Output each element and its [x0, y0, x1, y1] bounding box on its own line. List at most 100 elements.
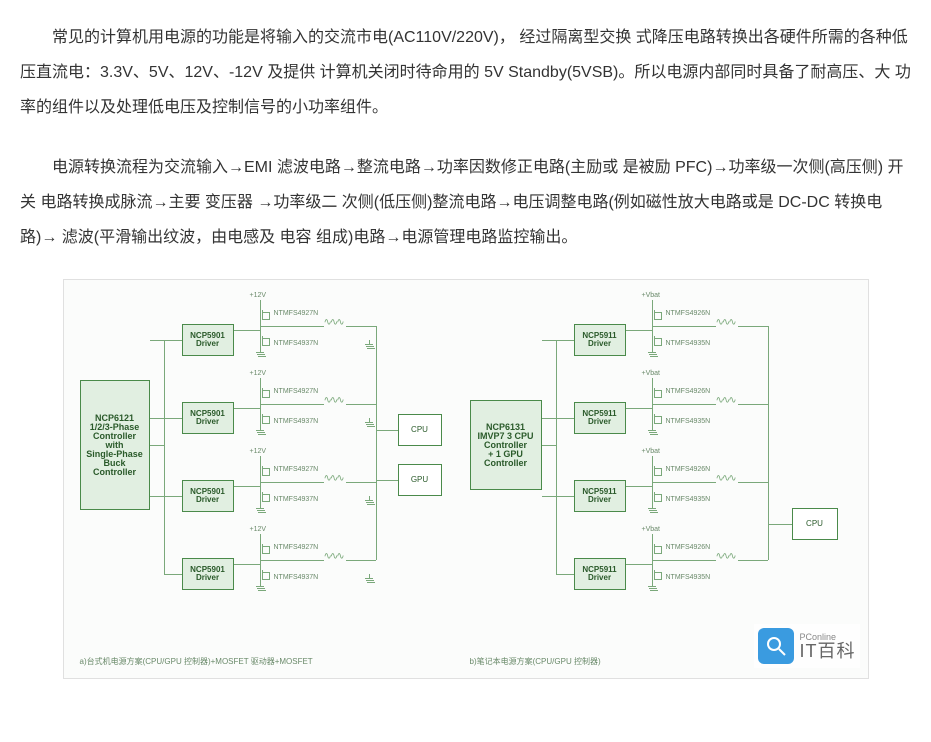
line	[738, 560, 768, 561]
ground-icon	[647, 582, 657, 590]
right-supply-3: +Vbat	[642, 448, 661, 455]
left-mosfet-top-2: NTMFS4927N	[274, 388, 319, 395]
left-main-controller: NCP6121 1/2/3-Phase Controller with Sing…	[80, 380, 150, 510]
line	[652, 326, 716, 327]
line	[626, 564, 652, 565]
logo-watermark: PConline IT百科	[754, 624, 860, 668]
left-mosfet-bot-1: NTMFS4937N	[274, 340, 319, 347]
line	[346, 326, 376, 327]
left-driver-2: NCP5901 Driver	[182, 402, 234, 434]
ground-icon	[647, 426, 657, 434]
inductor-icon	[716, 400, 740, 408]
right-mosfet-bot-3: NTMFS4935N	[666, 496, 711, 503]
right-mosfet-bot-2: NTMFS4935N	[666, 418, 711, 425]
ground-icon	[364, 340, 374, 348]
left-supply-4: +12V	[250, 526, 267, 533]
ground-icon	[255, 426, 265, 434]
inductor-icon	[324, 556, 348, 564]
line	[556, 574, 574, 575]
right-mosfet-top-2: NTMFS4926N	[666, 388, 711, 395]
mosfet-icon	[652, 466, 662, 476]
logo-title: IT百科	[800, 642, 856, 660]
inductor-icon	[324, 322, 348, 330]
search-icon	[758, 628, 794, 664]
ground-icon	[364, 574, 374, 582]
line	[626, 330, 652, 331]
line	[768, 524, 792, 525]
line	[150, 496, 182, 497]
line	[738, 326, 768, 327]
power-controller-block-diagram: NCP6121 1/2/3-Phase Controller with Sing…	[63, 279, 869, 679]
right-caption: b)笔记本电源方案(CPU/GPU 控制器)	[470, 658, 601, 666]
line	[234, 486, 260, 487]
right-driver-2: NCP5911 Driver	[574, 402, 626, 434]
mosfet-icon	[652, 492, 662, 502]
ground-icon	[647, 348, 657, 356]
mosfet-icon	[260, 570, 270, 580]
ground-icon	[255, 504, 265, 512]
left-output-gpu: GPU	[398, 464, 442, 496]
line	[738, 482, 768, 483]
left-supply-1: +12V	[250, 292, 267, 299]
line	[260, 482, 324, 483]
line	[234, 330, 260, 331]
left-output-cpu: CPU	[398, 414, 442, 446]
line	[346, 482, 376, 483]
left-mosfet-bot-3: NTMFS4937N	[274, 496, 319, 503]
right-supply-4: +Vbat	[642, 526, 661, 533]
ground-icon	[364, 496, 374, 504]
line	[626, 408, 652, 409]
left-driver-1: NCP5901 Driver	[182, 324, 234, 356]
inductor-icon	[716, 322, 740, 330]
ground-icon	[255, 582, 265, 590]
mosfet-icon	[260, 492, 270, 502]
line	[376, 326, 377, 482]
right-supply-1: +Vbat	[642, 292, 661, 299]
left-mosfet-top-1: NTMFS4927N	[274, 310, 319, 317]
line	[652, 482, 716, 483]
inductor-icon	[324, 400, 348, 408]
left-mosfet-bot-4: NTMFS4937N	[274, 574, 319, 581]
line	[542, 418, 574, 419]
inductor-icon	[716, 556, 740, 564]
mosfet-icon	[260, 466, 270, 476]
paragraph-1: 常见的计算机用电源的功能是将输入的交流市电(AC110V/220V)， 经过隔离…	[20, 20, 911, 126]
line	[738, 404, 768, 405]
line	[652, 404, 716, 405]
right-mosfet-bot-1: NTMFS4935N	[666, 340, 711, 347]
mosfet-icon	[260, 388, 270, 398]
diagram-container: NCP6121 1/2/3-Phase Controller with Sing…	[20, 279, 911, 679]
line	[542, 445, 556, 446]
mosfet-icon	[260, 544, 270, 554]
left-caption: a)台式机电源方案(CPU/GPU 控制器)+MOSFET 驱动器+MOSFET	[80, 658, 313, 666]
right-driver-1: NCP5911 Driver	[574, 324, 626, 356]
mosfet-icon	[652, 336, 662, 346]
line	[626, 486, 652, 487]
mosfet-icon	[260, 310, 270, 320]
line	[542, 496, 574, 497]
line	[260, 404, 324, 405]
ground-icon	[255, 348, 265, 356]
line	[234, 408, 260, 409]
right-main-controller: NCP6131 IMVP7 3 CPU Controller + 1 GPU C…	[470, 400, 542, 490]
left-driver-3: NCP5901 Driver	[182, 480, 234, 512]
line	[164, 340, 165, 574]
right-mosfet-bot-4: NTMFS4935N	[666, 574, 711, 581]
mosfet-icon	[652, 310, 662, 320]
line	[542, 340, 574, 341]
left-mosfet-bot-2: NTMFS4937N	[274, 418, 319, 425]
right-mosfet-top-3: NTMFS4926N	[666, 466, 711, 473]
right-supply-2: +Vbat	[642, 370, 661, 377]
line	[652, 560, 716, 561]
line	[346, 560, 376, 561]
right-driver-4: NCP5911 Driver	[574, 558, 626, 590]
line	[260, 326, 324, 327]
left-mosfet-top-3: NTMFS4927N	[274, 466, 319, 473]
left-supply-2: +12V	[250, 370, 267, 377]
line	[556, 340, 557, 574]
line	[150, 340, 182, 341]
mosfet-icon	[652, 544, 662, 554]
line	[260, 560, 324, 561]
inductor-icon	[716, 478, 740, 486]
line	[376, 480, 398, 481]
